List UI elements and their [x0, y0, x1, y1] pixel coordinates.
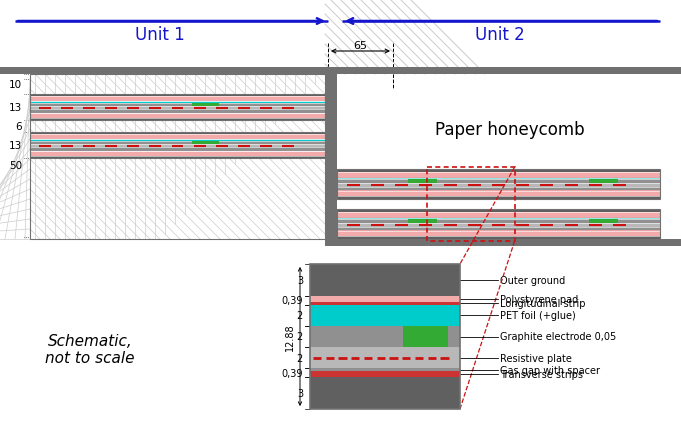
Bar — [30, 104, 325, 107]
Text: Paper honeycomb: Paper honeycomb — [435, 121, 585, 139]
Text: Outer ground: Outer ground — [500, 275, 565, 286]
Bar — [337, 177, 660, 178]
Bar — [310, 377, 460, 409]
Bar — [30, 110, 325, 114]
Bar — [337, 197, 660, 200]
Text: 13: 13 — [9, 103, 22, 113]
Bar — [337, 180, 660, 184]
Bar — [310, 296, 460, 302]
Text: Gas gap with spacer: Gas gap with spacer — [500, 365, 600, 375]
Text: Resistive plate: Resistive plate — [500, 353, 572, 363]
Bar — [310, 371, 460, 377]
Bar — [192, 141, 219, 144]
Text: 6: 6 — [16, 122, 22, 132]
Bar — [337, 209, 660, 212]
Bar — [192, 104, 219, 107]
Bar — [408, 180, 437, 184]
Text: 3: 3 — [297, 388, 303, 398]
Text: Transverse strips: Transverse strips — [500, 369, 583, 379]
Bar — [337, 237, 660, 240]
Text: 0,39: 0,39 — [281, 295, 303, 306]
Bar — [30, 133, 325, 135]
Bar — [30, 133, 325, 159]
Bar — [30, 95, 325, 97]
Bar — [30, 135, 325, 139]
Bar — [337, 209, 660, 240]
Bar — [403, 326, 448, 347]
Bar — [325, 68, 337, 246]
Bar — [408, 220, 437, 223]
Text: Longitudinal strip: Longitudinal strip — [500, 298, 586, 308]
Text: 50: 50 — [9, 160, 22, 170]
Bar — [337, 217, 660, 218]
Bar — [310, 326, 460, 347]
Bar — [337, 220, 660, 223]
Text: 13: 13 — [9, 141, 22, 150]
Bar — [337, 227, 660, 231]
Text: 2: 2 — [297, 353, 303, 363]
Text: 0,39: 0,39 — [281, 368, 303, 378]
Bar — [30, 75, 325, 240]
Bar — [310, 264, 460, 296]
Bar — [337, 187, 660, 191]
Bar — [30, 75, 325, 240]
Bar — [337, 169, 660, 172]
Bar — [30, 102, 325, 104]
Bar — [30, 144, 325, 148]
Bar — [428, 168, 515, 241]
Bar — [310, 369, 460, 371]
Bar — [337, 191, 660, 192]
Bar — [337, 232, 660, 236]
Bar — [30, 148, 325, 151]
Bar — [325, 240, 681, 246]
Bar — [30, 107, 325, 110]
Text: 65: 65 — [353, 41, 368, 51]
Bar — [589, 180, 618, 184]
Bar — [337, 218, 660, 220]
Bar — [589, 220, 618, 223]
Text: Unit 2: Unit 2 — [475, 26, 525, 44]
Bar — [325, 159, 337, 169]
Text: Graphite electrode 0,05: Graphite electrode 0,05 — [500, 332, 616, 342]
Bar — [30, 114, 325, 118]
Bar — [310, 302, 460, 305]
Bar — [30, 151, 325, 152]
Bar — [30, 101, 325, 102]
Text: Schematic,
not to scale: Schematic, not to scale — [45, 333, 135, 366]
Bar — [0, 68, 337, 75]
Bar — [337, 192, 660, 197]
Bar — [30, 95, 325, 121]
Text: 12.88: 12.88 — [285, 323, 295, 350]
Bar — [310, 305, 460, 326]
Bar — [30, 97, 325, 101]
Bar — [337, 68, 681, 75]
Text: 2: 2 — [297, 310, 303, 320]
Bar — [30, 152, 325, 156]
Bar — [30, 141, 325, 144]
Bar — [337, 184, 660, 187]
Bar — [337, 223, 660, 227]
Bar — [310, 264, 460, 409]
Bar — [30, 139, 325, 140]
Bar — [337, 172, 660, 177]
Text: Polystyrene pad: Polystyrene pad — [500, 294, 578, 304]
Text: 10: 10 — [9, 80, 22, 90]
Text: PET foil (+glue): PET foil (+glue) — [500, 310, 575, 320]
Text: 2: 2 — [297, 332, 303, 342]
Text: 3: 3 — [297, 275, 303, 286]
Text: Unit 1: Unit 1 — [135, 26, 185, 44]
Bar — [30, 156, 325, 159]
Bar — [337, 169, 660, 200]
Bar — [337, 231, 660, 232]
Bar — [310, 347, 460, 369]
Bar — [337, 212, 660, 217]
Bar — [337, 178, 660, 180]
Bar — [30, 118, 325, 121]
Bar — [30, 140, 325, 141]
